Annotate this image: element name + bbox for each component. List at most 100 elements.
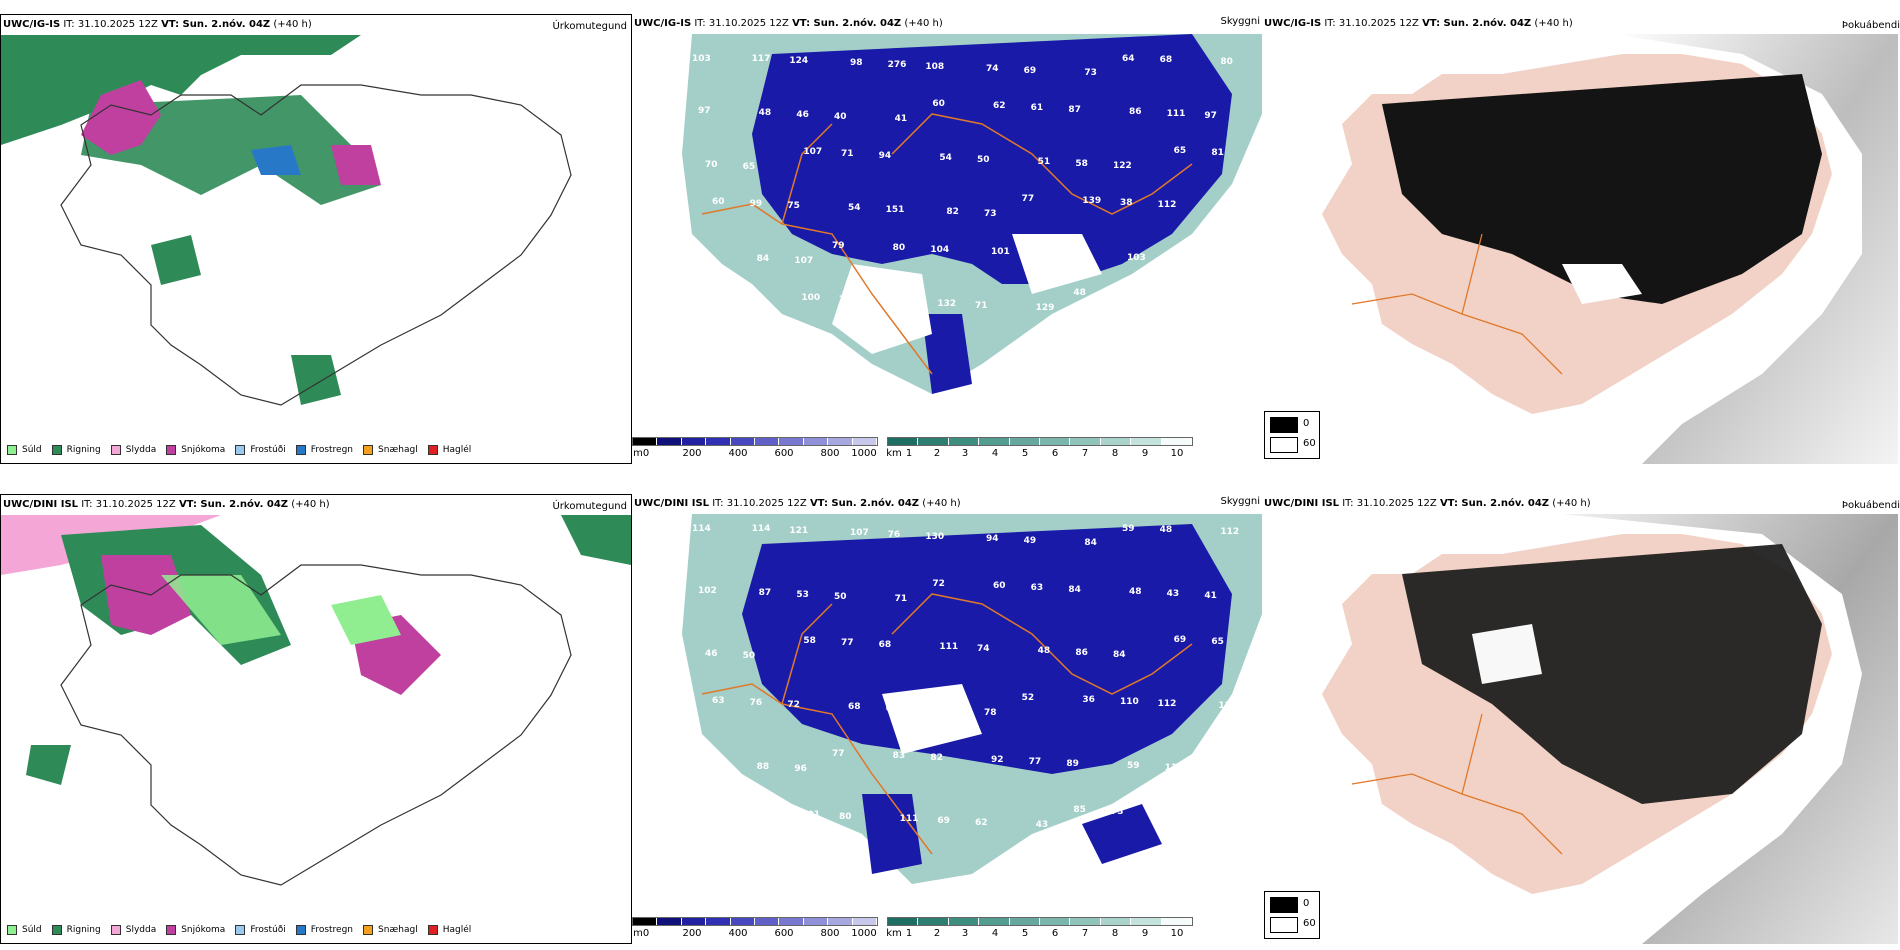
visibility-value-label: 41 bbox=[1204, 590, 1217, 601]
valid-time: VT: Sun. 2.nóv. 04Z bbox=[1422, 18, 1532, 29]
visibility-value-label: 99 bbox=[749, 199, 763, 210]
legend-item: Frostúði bbox=[235, 925, 286, 935]
visibility-value-label: 77 bbox=[1028, 756, 1042, 767]
visibility-map: 114 114 121 107 76 130 94 49 84 59 48 112 102 87 53 50 7… bbox=[632, 514, 1262, 909]
precip-map bbox=[1, 35, 631, 435]
row-1: UWC/IG-IS IT: 31.10.2025 12Z VT: Sun. 2.… bbox=[0, 0, 1900, 470]
visibility-value-label: 50 bbox=[834, 591, 847, 602]
visibility-value-label: 117 bbox=[751, 54, 771, 64]
visibility-value-label: 114 bbox=[692, 524, 711, 534]
visibility-value-label: 69 bbox=[696, 759, 709, 770]
scale-tick: 200 bbox=[682, 928, 702, 939]
visibility-value-label: 87 bbox=[1068, 105, 1081, 116]
visibility-value-label: 59 bbox=[1127, 760, 1140, 771]
visibility-value-label: 55 bbox=[710, 342, 723, 353]
visibility-value-label: 64 bbox=[1122, 54, 1135, 64]
scale-tick: 7 bbox=[1081, 928, 1089, 939]
visibility-value-label: 48 bbox=[1073, 287, 1086, 298]
scale-tick: 8 bbox=[1111, 448, 1119, 459]
legend-item: Slydda bbox=[110, 445, 156, 455]
visibility-value-label: 101 bbox=[801, 810, 821, 821]
visibility-value-label: 50 bbox=[977, 155, 990, 166]
visibility-value-label: 83 bbox=[892, 750, 906, 761]
legend-label: Súld bbox=[22, 925, 42, 935]
scale-tick: 600 bbox=[774, 928, 794, 939]
visibility-value-label: 127 bbox=[899, 296, 919, 307]
visibility-value-label: 63 bbox=[712, 696, 725, 706]
road-network bbox=[701, 593, 1193, 855]
fog-sea bbox=[1562, 514, 1898, 944]
legend-swatch bbox=[295, 925, 306, 935]
visibility-value-label: 86 bbox=[1129, 107, 1142, 118]
visibility-value-label: 71 bbox=[841, 149, 854, 160]
model-name: UWC/IG-IS bbox=[634, 18, 692, 29]
scale-tick: 3 bbox=[961, 928, 969, 939]
fog-legend-label: 60 bbox=[1303, 918, 1316, 929]
scale-tick: 600 bbox=[774, 448, 794, 459]
precip-map bbox=[1, 515, 631, 915]
visibility-value-label: 121 bbox=[789, 526, 809, 536]
drizzle-area bbox=[331, 595, 401, 645]
visibility-value-label: 108 bbox=[1171, 809, 1191, 820]
row-2: UWC/DINI ISL IT: 31.10.2025 12Z VT: Sun.… bbox=[0, 480, 1900, 950]
visibility-value-label: 54 bbox=[848, 203, 861, 214]
visibility-value-label: 111 bbox=[939, 642, 959, 653]
dense-fog-area bbox=[1402, 544, 1822, 804]
visibility-value-labels: 103 117 124 98 276 108 74 69 73 64 68 80 97 48 46 40 41 6… bbox=[692, 54, 1252, 384]
visibility-value-label: 265 bbox=[747, 344, 767, 355]
visibility-value-label: 65 bbox=[1173, 146, 1187, 157]
visibility-value-label: 88 bbox=[756, 761, 770, 772]
low-visibility-area bbox=[752, 34, 1232, 284]
visibility-value-label: 224 bbox=[1225, 764, 1245, 775]
init-time: IT: 31.10.2025 12Z bbox=[694, 18, 789, 29]
visibility-value-label: 86 bbox=[1075, 648, 1088, 659]
visibility-value-label: 63 bbox=[696, 251, 709, 262]
visibility-value-label: 120 bbox=[1218, 701, 1238, 711]
visibility-value-label: 79 bbox=[832, 240, 845, 251]
scale-tick: 6 bbox=[1051, 448, 1059, 459]
low-visibility-area bbox=[862, 794, 922, 874]
valid-time: VT: Sun. 2.nóv. 04Z bbox=[1439, 498, 1550, 509]
visibility-value-label: 38 bbox=[1120, 198, 1133, 209]
visibility-value-label: 89 bbox=[1164, 254, 1178, 265]
fog-gap bbox=[1472, 624, 1542, 684]
scale-tick: 5 bbox=[1021, 448, 1029, 459]
visibility-value-label: 96 bbox=[794, 763, 807, 774]
visibility-value-label: 54 bbox=[939, 153, 952, 164]
legend-swatch bbox=[235, 925, 246, 935]
legend-item: Snæhagl bbox=[363, 925, 418, 935]
visibility-value-label: 78 bbox=[984, 708, 997, 718]
panel-header: UWC/IG-IS IT: 31.10.2025 12Z VT: Sun. 2.… bbox=[3, 19, 312, 30]
legend-item: Snjókoma bbox=[166, 445, 225, 455]
high-visibility-patch bbox=[1012, 234, 1102, 294]
scale-tick: 9 bbox=[1141, 448, 1149, 459]
panel-header: UWC/DINI ISL IT: 31.10.2025 12Z VT: Sun.… bbox=[634, 498, 961, 509]
visibility-scale: km 1 2 3 4 5 6 7 8 9 10 bbox=[886, 917, 1193, 940]
scale-tick: 1000 bbox=[851, 448, 877, 459]
visibility-value-label: 51 bbox=[1037, 157, 1051, 168]
visibility-value-label: 103 bbox=[1127, 252, 1146, 263]
model-name: UWC/IG-IS bbox=[1264, 18, 1322, 29]
low-visibility-area bbox=[1082, 804, 1162, 864]
visibility-panel-2: UWC/DINI ISL IT: 31.10.2025 12Z VT: Sun.… bbox=[632, 494, 1262, 944]
visibility-value-label: 82 bbox=[930, 752, 943, 763]
lead-time: (+40 h) bbox=[1534, 18, 1573, 29]
visibility-value-label: 75 bbox=[787, 201, 800, 212]
fog-map bbox=[1262, 34, 1898, 464]
road-network bbox=[701, 113, 1193, 375]
visibility-value-label: 130 bbox=[925, 532, 945, 542]
road-network bbox=[1351, 233, 1563, 375]
panel-type-label: Skyggni bbox=[1220, 496, 1260, 507]
legend-label: Haglél bbox=[442, 445, 472, 455]
rain-area bbox=[291, 355, 341, 405]
visibility-value-label: 72 bbox=[787, 700, 800, 710]
high-visibility-patch bbox=[832, 264, 932, 354]
scale-tick: 800 bbox=[820, 928, 840, 939]
visibility-value-label: 62 bbox=[993, 101, 1006, 112]
visibility-value-label: 107 bbox=[1225, 256, 1245, 267]
visibility-value-label: 117 bbox=[1164, 762, 1184, 773]
visibility-value-label: 108 bbox=[925, 62, 945, 72]
legend-label: Rigning bbox=[66, 925, 101, 935]
lead-time: (+40 h) bbox=[1552, 498, 1591, 509]
legend-item: Frostregn bbox=[295, 445, 353, 455]
